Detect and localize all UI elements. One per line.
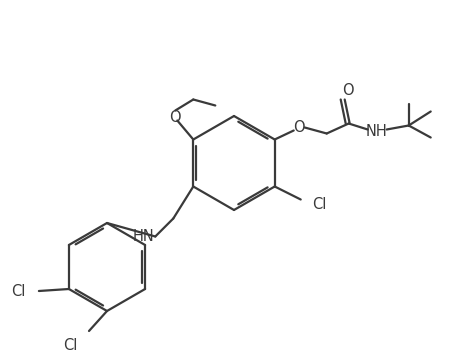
Text: NH: NH	[366, 124, 388, 139]
Text: O: O	[342, 83, 354, 98]
Text: Cl: Cl	[312, 197, 326, 212]
Text: HN: HN	[132, 229, 154, 244]
Text: O: O	[293, 120, 305, 135]
Text: O: O	[170, 110, 181, 125]
Text: Cl: Cl	[12, 284, 26, 298]
Text: Cl: Cl	[63, 338, 77, 351]
